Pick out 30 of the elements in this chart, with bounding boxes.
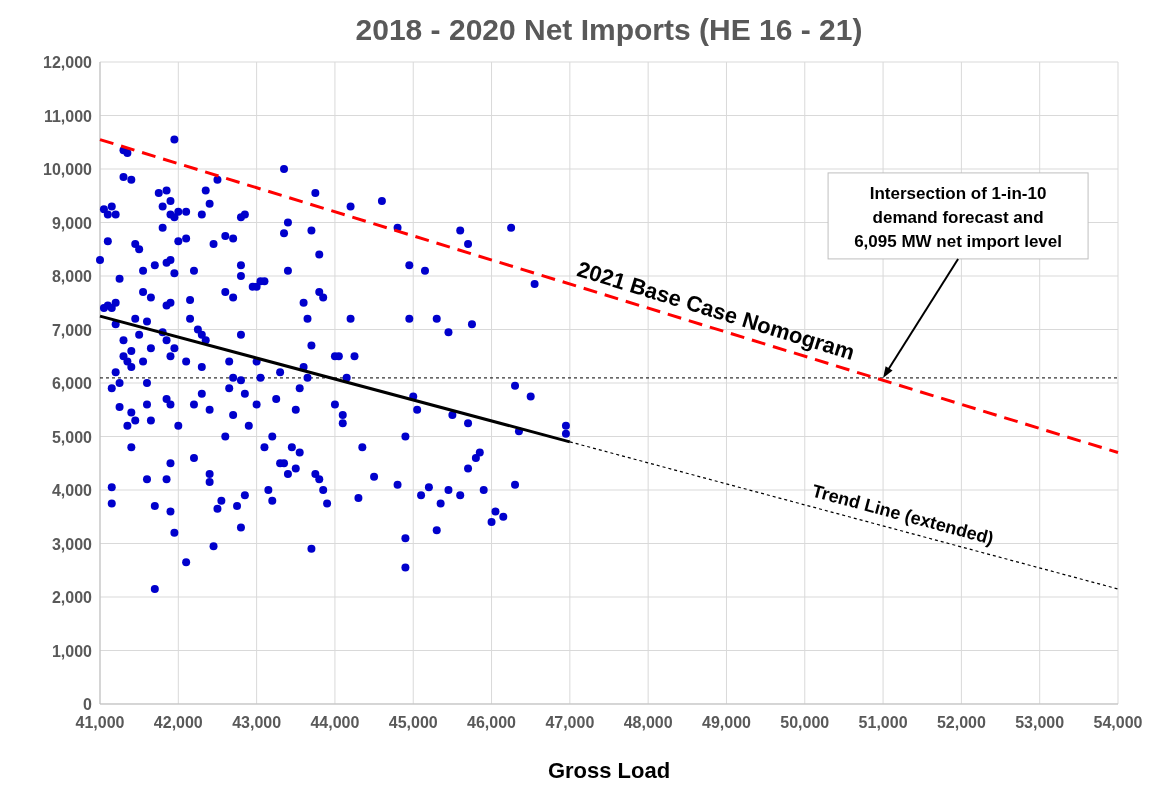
x-tick-label: 50,000 <box>780 714 830 731</box>
x-tick-label: 53,000 <box>1015 714 1065 731</box>
x-tick-label: 44,000 <box>310 714 360 731</box>
x-tick-label: 52,000 <box>936 714 986 731</box>
y-tick-label: 2,000 <box>51 589 93 606</box>
y-tick-label: 5,000 <box>51 428 93 446</box>
y-tick-label: 9,000 <box>51 214 93 232</box>
y-tick-label: 1,000 <box>51 642 93 660</box>
annotation: Intersection of 1-in-10 demand forecast and 6,095 MW net import level <box>854 183 1062 251</box>
x-tick-label: 48,000 <box>623 714 673 731</box>
y-tick-label: 7,000 <box>51 321 93 339</box>
y-tick-label: 10,000 <box>43 161 93 178</box>
x-tick-label: 46,000 <box>467 714 517 731</box>
y-tick-label: 8,000 <box>51 268 93 285</box>
x-tick-label: 47,000 <box>545 714 595 731</box>
y-tick-label: 4,000 <box>51 482 93 499</box>
y-tick-label: 3,000 <box>51 535 93 553</box>
x-axis-title: Gross Load <box>547 758 671 783</box>
x-tick-label: 41,000 <box>75 714 125 731</box>
x-tick-label: 54,000 <box>1093 714 1143 731</box>
x-tick-label: 51,000 <box>858 714 908 731</box>
y-tick-label: 6,000 <box>51 375 93 392</box>
y-tick-label: 11,000 <box>43 107 93 125</box>
chart-title: 2018 - 2020 Net Imports (HE 16 - 21) <box>355 13 863 46</box>
y-tick-label: 0 <box>83 696 93 713</box>
x-tick-label: 42,000 <box>153 714 203 731</box>
x-tick-label: 45,000 <box>388 714 438 731</box>
x-tick-label: 43,000 <box>232 714 282 731</box>
y-tick-label: 12,000 <box>43 54 93 71</box>
x-tick-label: 49,000 <box>701 714 752 731</box>
